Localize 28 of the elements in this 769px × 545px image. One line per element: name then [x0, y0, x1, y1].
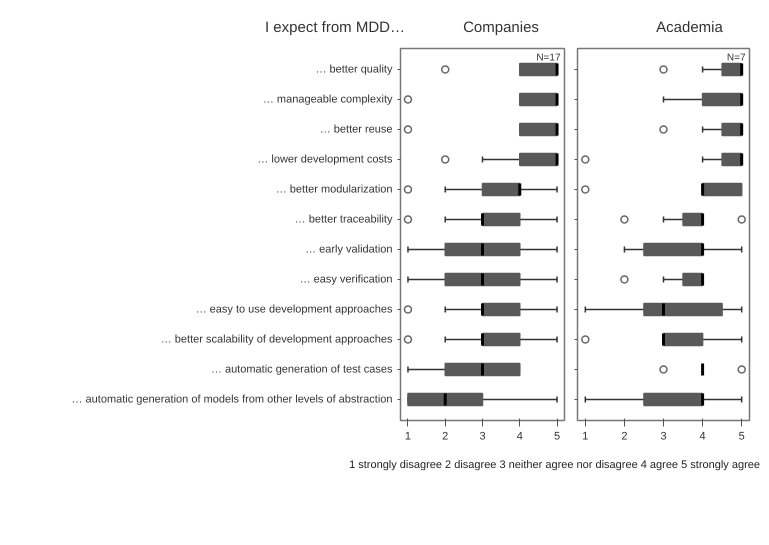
x-tick-label: 5 — [554, 430, 560, 442]
y-tick-label: … better quality — [315, 64, 393, 76]
x-tick-label: 4 — [700, 430, 706, 442]
y-tick-label: … early validation — [305, 244, 393, 256]
y-tick-label: … better scalability of development approaches — [160, 334, 393, 346]
y-tick-label: … better traceability — [294, 214, 393, 226]
annotation: N=7 — [726, 52, 746, 64]
x-tick-label: 5 — [738, 430, 745, 442]
y-tick-label: … automatic generation of models from other levels of abstraction — [72, 394, 393, 406]
y-tick-label: … automatic generation of test cases — [210, 364, 393, 376]
text: I expect from MDD… — [264, 18, 405, 38]
x-tick-label: 4 — [516, 430, 523, 442]
y-tick-label: … lower development costs — [257, 154, 393, 166]
x-tick-label: 1 — [404, 430, 412, 442]
y-tick-label: … better reuse — [320, 124, 393, 136]
chart-title: Academia — [656, 18, 723, 38]
y-tick-label: … better modularization — [276, 184, 393, 196]
text: 1 strongly disagree 2 disagree 3 neither agree nor disagree 4 agree 5 strongly agree — [349, 458, 760, 473]
y-tick-label: … easy to use development approaches — [196, 304, 393, 316]
y-tick-label: … manageable complexity — [262, 94, 393, 106]
y-tick-label: … easy verification — [300, 274, 393, 286]
x-tick-label: 1 — [582, 430, 588, 442]
x-tick-label: 3 — [479, 430, 486, 442]
annotation: N=17 — [536, 52, 561, 64]
x-tick-label: 3 — [660, 430, 667, 442]
chart-title: Companies — [463, 18, 539, 38]
x-tick-label: 2 — [442, 430, 448, 442]
x-tick-label: 2 — [621, 430, 628, 442]
